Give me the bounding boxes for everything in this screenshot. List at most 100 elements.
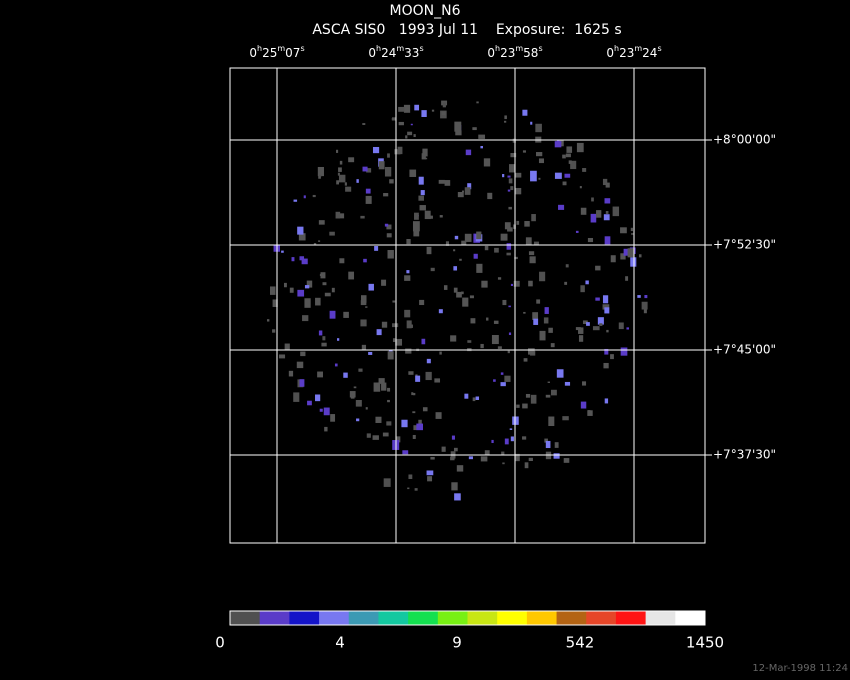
speckle	[579, 186, 582, 189]
speckle	[431, 109, 435, 112]
speckle	[416, 423, 423, 431]
speckle	[438, 309, 443, 314]
speckle	[278, 354, 286, 359]
speckle	[381, 321, 388, 328]
speckle	[641, 301, 648, 310]
speckle	[545, 394, 551, 398]
speckle	[360, 300, 367, 306]
ra-part: 0	[606, 46, 614, 60]
speckle	[418, 419, 422, 426]
speckle	[467, 183, 472, 190]
speckle	[530, 170, 537, 182]
speckle	[484, 245, 489, 251]
speckle	[533, 241, 539, 245]
speckle	[476, 101, 479, 104]
ra-label: 0h23m58s	[487, 44, 542, 60]
speckle	[387, 250, 394, 259]
speckle	[365, 188, 371, 194]
speckle	[565, 153, 571, 158]
ra-part: 23	[500, 46, 515, 60]
speckle	[360, 319, 367, 327]
speckle	[464, 393, 469, 399]
speckle	[533, 318, 539, 325]
speckle	[434, 378, 441, 383]
ra-part: m	[277, 44, 285, 53]
dec-label: +7°37'30"	[713, 448, 776, 462]
speckle	[578, 335, 584, 342]
speckle	[300, 351, 306, 357]
speckle	[414, 104, 420, 111]
speckle	[414, 212, 419, 220]
speckle	[372, 146, 380, 154]
speckle	[414, 488, 418, 491]
speckle	[353, 386, 357, 389]
speckle	[487, 192, 493, 200]
speckle	[406, 270, 410, 274]
speckle	[406, 320, 412, 329]
colorbar-label: 4	[335, 634, 345, 652]
speckle	[543, 317, 549, 324]
speckle	[315, 394, 321, 402]
speckle	[439, 351, 442, 355]
colorbar-label: 0	[215, 634, 225, 652]
speckle	[497, 346, 502, 349]
speckle	[365, 195, 372, 204]
speckle	[464, 187, 471, 195]
speckle	[404, 309, 411, 318]
speckle	[454, 235, 459, 240]
speckle	[512, 138, 516, 143]
speckle	[510, 186, 514, 191]
speckle	[319, 174, 322, 177]
speckle	[504, 375, 511, 382]
ra-part: 24	[642, 46, 657, 60]
speckle	[513, 280, 520, 287]
speckle	[413, 425, 417, 431]
speckle	[439, 215, 443, 218]
title: MOON_N6	[390, 3, 461, 19]
speckle	[524, 462, 529, 469]
speckle	[453, 266, 458, 271]
speckle	[528, 251, 535, 256]
ra-part: 58	[523, 46, 538, 60]
speckle	[497, 277, 502, 280]
speckle	[297, 289, 305, 297]
speckle	[456, 465, 464, 472]
speckle	[472, 397, 476, 402]
speckle	[386, 421, 392, 426]
speckle	[361, 344, 367, 351]
speckle	[528, 457, 533, 462]
speckle	[509, 164, 516, 173]
speckle	[602, 304, 610, 310]
speckle	[568, 160, 572, 164]
speckle	[515, 453, 520, 462]
speckle	[451, 482, 458, 491]
speckle	[506, 252, 511, 256]
colorbar-frame	[229, 610, 706, 626]
colorbar-label: 9	[452, 634, 462, 652]
speckle	[562, 416, 569, 421]
speckle	[338, 167, 342, 172]
colorbar-swatch	[289, 611, 320, 625]
speckle	[610, 354, 614, 360]
speckle	[291, 257, 295, 262]
speckle	[360, 215, 365, 219]
speckle	[508, 305, 511, 308]
colorbar-swatch	[467, 611, 498, 625]
speckle	[467, 340, 472, 343]
speckle	[392, 323, 399, 328]
speckle	[312, 194, 316, 198]
speckle	[620, 253, 626, 260]
speckle	[348, 157, 355, 163]
speckle	[413, 228, 420, 237]
speckle	[480, 343, 484, 349]
speckle	[538, 177, 541, 180]
speckle	[425, 371, 432, 381]
speckle	[596, 210, 602, 218]
speckle	[538, 158, 545, 164]
speckle	[507, 227, 513, 232]
speckle	[335, 211, 341, 219]
speckle	[522, 150, 526, 153]
speckle	[299, 379, 305, 387]
speckle	[550, 343, 555, 348]
colorbar: 0 4 9 542 1450	[215, 610, 724, 652]
